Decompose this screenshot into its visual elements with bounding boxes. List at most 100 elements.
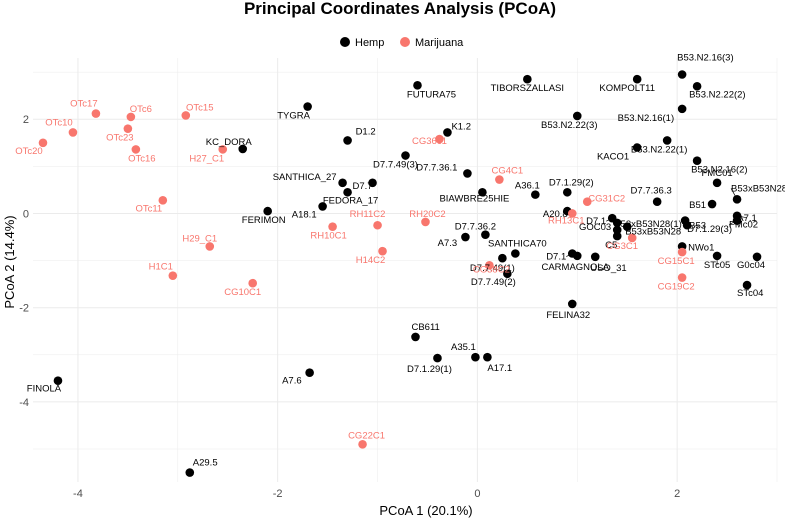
point-label-hemp: B53.N2.16(1) <box>618 113 675 124</box>
point-label-hemp: A7.1 <box>737 213 757 224</box>
point-marijuana <box>218 145 228 154</box>
point-marijuana <box>168 271 178 280</box>
point-marijuana <box>495 175 504 184</box>
point-marijuana <box>358 440 367 449</box>
point-label-hemp: D7.7.49(3) <box>373 160 418 171</box>
point-label-hemp: B53.N2.22(1) <box>631 144 688 155</box>
point-hemp <box>590 252 600 262</box>
point-label-hemp: D7.7.49(2) <box>471 277 516 288</box>
point-hemp <box>483 352 492 362</box>
point-label-hemp: A29.5 <box>193 458 218 469</box>
point-label-hemp: D7.1.29(1) <box>407 364 452 375</box>
point-hemp <box>612 218 622 228</box>
point-hemp <box>523 74 532 84</box>
point-marijuana <box>627 233 637 243</box>
point-label-hemp: TYGRA <box>277 111 310 122</box>
point-label-marijuana: CG31C2 <box>588 194 625 205</box>
point-label-hemp: G0c04 <box>737 260 765 271</box>
point-label-hemp: D7.7.36.2 <box>455 222 496 233</box>
point-hemp <box>343 136 352 145</box>
point-label-hemp: FMc02 <box>729 220 758 231</box>
point-label-hemp: B53xB53N28 <box>625 227 681 238</box>
point-label-marijuana: CG36c1 <box>412 136 447 147</box>
point-label-marijuana: CG10C1 <box>224 287 261 298</box>
point-marijuana <box>421 217 430 227</box>
point-hemp <box>411 332 420 342</box>
legend-label-marijuana: Marijuana <box>415 37 464 49</box>
point-hemp <box>632 74 642 84</box>
point-hemp <box>712 251 722 261</box>
point-hemp <box>238 144 248 154</box>
legend: Hemp Marijuana <box>340 37 464 49</box>
point-label-hemp: STc04 <box>737 288 763 299</box>
point-label-hemp: D7.1.29(2) <box>549 177 594 188</box>
point-label-hemp: D7.1 <box>586 216 606 227</box>
point-marijuana <box>485 260 494 270</box>
point-label-marijuana: H14C2 <box>356 255 386 266</box>
point-hemp <box>692 81 702 91</box>
point-hemp <box>732 195 742 204</box>
x-tick-label: 2 <box>674 488 680 500</box>
point-label-marijuana: CG15C1 <box>658 256 695 267</box>
data-points <box>38 70 762 477</box>
point-label-marijuana: OTc15 <box>186 102 213 113</box>
point-label-hemp: D7.7.49(1) <box>470 263 515 274</box>
point-hemp <box>478 187 487 197</box>
point-marijuana <box>373 220 382 230</box>
point-hemp <box>712 178 722 188</box>
point-label-hemp: SANTHICA70 <box>488 239 547 250</box>
point-marijuana <box>328 222 337 231</box>
point-label-marijuana: OTc11 <box>135 203 162 214</box>
point-hemp <box>677 104 687 114</box>
point-hemp <box>303 102 312 111</box>
point-hemp <box>401 151 410 160</box>
point-label-hemp: FELINA32 <box>546 310 590 321</box>
point-hemp <box>368 178 377 188</box>
point-label-hemp: A20.8 <box>543 209 568 220</box>
point-marijuana <box>126 112 136 122</box>
point-hemp <box>343 187 352 197</box>
point-hemp <box>531 190 540 199</box>
point-label-marijuana: OTc17 <box>70 99 97 110</box>
point-marijuana <box>435 134 444 144</box>
point-label-marijuana: CG19C2 <box>658 282 695 293</box>
point-label-hemp: FINOLA <box>27 384 62 395</box>
x-tick-label: -4 <box>73 488 83 500</box>
point-label-hemp: K1.2 <box>451 121 471 132</box>
plot-grid <box>33 58 778 482</box>
point-label-hemp: BIAWBRE25HIE <box>439 193 509 204</box>
point-marijuana <box>567 209 577 218</box>
point-hemp <box>305 368 314 378</box>
point-hemp <box>742 280 752 290</box>
point-label-hemp: B53.N2.22(3) <box>541 120 598 131</box>
point-hemp <box>433 353 442 363</box>
point-hemp <box>572 111 582 121</box>
point-hemp <box>471 352 480 362</box>
x-tick-label: 0 <box>474 488 480 500</box>
point-label-marijuana: RH10C1 <box>310 231 346 242</box>
point-hemp <box>677 70 687 79</box>
point-label-marijuana: CG4C1 <box>492 166 524 177</box>
point-label-marijuana: OTc16 <box>128 153 155 164</box>
point-label-hemp: D7.7.36.1 <box>416 162 457 173</box>
point-label-hemp: SANTHICA_27 <box>273 172 337 183</box>
point-label-marijuana: RH20C2 <box>409 209 445 220</box>
y-tick-label: -2 <box>19 303 29 315</box>
point-label-hemp: B53xB53N28(2) <box>731 183 785 194</box>
point-label-hemp: D7.1 <box>546 252 566 263</box>
point-hemp <box>498 253 507 263</box>
x-axis-title: PCoA 1 (20.1%) <box>379 503 472 518</box>
point-label-hemp: A17.1 <box>487 363 512 374</box>
point-label-hemp: D1.2 <box>356 126 376 137</box>
point-marijuana <box>131 145 141 154</box>
point-label-hemp: FMC01 <box>702 168 733 179</box>
point-marijuana <box>68 128 78 137</box>
point-marijuana <box>38 138 48 148</box>
point-hemp <box>443 128 452 137</box>
point-label-hemp: NWo1 <box>688 242 714 253</box>
point-hemp <box>662 136 672 145</box>
point-label-hemp: B51 <box>689 200 706 211</box>
point-label-hemp: D7.7.36.3 <box>631 186 672 197</box>
point-hemp <box>612 231 622 241</box>
